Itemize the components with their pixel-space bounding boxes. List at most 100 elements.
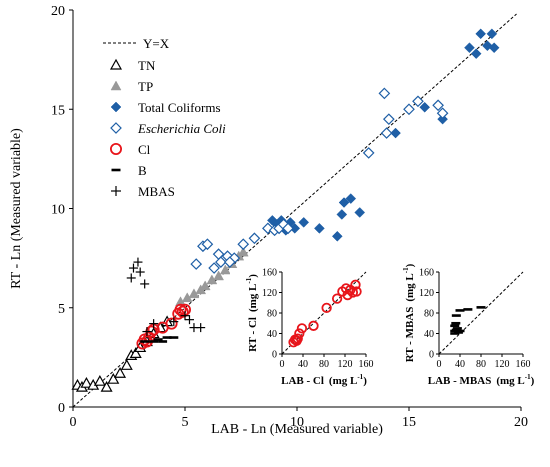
- series-escherichia-coli: [190, 87, 449, 274]
- data-point: [190, 258, 203, 270]
- main-chart-legend: Y=X TN TP Total Coliforms Escherichia Coli Cl…: [103, 36, 226, 199]
- inset-y-tick-label: 160: [262, 268, 277, 279]
- data-point: [201, 238, 214, 251]
- data-point: [488, 42, 500, 54]
- inset-y-tick-label: 120: [419, 288, 434, 299]
- inset-data-point: [294, 328, 305, 339]
- inset-y-tick-label: 40: [267, 329, 277, 340]
- inset-series-mbas: [450, 306, 486, 335]
- inset-x-tick-label: 160: [516, 359, 531, 370]
- data-point: [345, 193, 357, 204]
- data-point: [219, 264, 231, 275]
- data-point: [237, 238, 250, 251]
- data-point: [120, 359, 133, 370]
- legend-marker: [111, 186, 121, 196]
- inset-x-tick-label: 120: [495, 359, 510, 370]
- data-point: [174, 303, 187, 316]
- data-point: [470, 48, 482, 60]
- inset-data-point: [350, 279, 361, 290]
- identity-reference-line: [72, 13, 517, 408]
- series-cl: [136, 303, 191, 350]
- data-point: [298, 217, 310, 228]
- inset-data-point: [321, 302, 332, 314]
- series-tp: [175, 246, 249, 307]
- inset-data-point: [308, 320, 319, 331]
- inset-y-tick-label: 40: [424, 329, 434, 340]
- data-point: [436, 107, 449, 120]
- data-point: [213, 270, 225, 281]
- x-axis-title: LAB - Ln (Measured variable): [211, 422, 383, 437]
- data-point: [212, 248, 225, 261]
- inset-y-axis-unit: (mg L: [404, 273, 416, 301]
- data-point: [314, 222, 325, 234]
- data-point: [237, 246, 249, 257]
- data-point: [133, 257, 143, 267]
- inset-data-point: [345, 284, 356, 296]
- data-point: [126, 273, 136, 283]
- inset-x-axis-label: LAB - MBAS: [428, 375, 492, 387]
- y-tick-label: 0: [58, 401, 65, 416]
- data-point: [199, 280, 211, 291]
- y-tick-label: 20: [51, 4, 65, 19]
- inset-x-tick-label: 40: [455, 359, 465, 370]
- legend-marker: [110, 142, 123, 155]
- data-point: [184, 315, 194, 325]
- data-point: [464, 42, 475, 54]
- data-point: [100, 380, 113, 392]
- data-point: [135, 267, 145, 277]
- data-point: [93, 374, 106, 386]
- legend-marker: [110, 101, 122, 113]
- legend-label: Escherichia Coli: [137, 121, 226, 136]
- inset-x-axis-label: LAB - Cl: [281, 375, 324, 387]
- data-point: [362, 147, 375, 159]
- data-point: [180, 311, 190, 321]
- data-point: [114, 367, 127, 378]
- inset-data-point: [331, 293, 343, 304]
- y-tick-label: 5: [58, 302, 65, 317]
- legend-label: B: [138, 163, 147, 178]
- data-point: [107, 372, 120, 384]
- legend-marker: [110, 122, 122, 134]
- inset-x-tick-label: 40: [298, 359, 308, 370]
- inset-x-tick-label: 160: [359, 359, 374, 370]
- legend-marker: [110, 80, 122, 91]
- data-point: [223, 256, 236, 268]
- legend-label: TN: [138, 58, 156, 73]
- inset-x-tick-label: 120: [338, 359, 353, 370]
- inset-data-point: [292, 333, 303, 344]
- data-point: [208, 262, 220, 274]
- inset-y-axis-label: RT - Cl: [247, 317, 259, 352]
- inset-x-axis-title: LAB - MBAS (mg L-1): [428, 373, 535, 387]
- data-point: [282, 222, 294, 235]
- data-point: [390, 127, 401, 139]
- data-point: [140, 279, 150, 289]
- legend-label: Total Coliforms: [138, 100, 221, 115]
- data-point: [149, 319, 159, 329]
- inset-y-axis-unit-sup: -1: [245, 277, 253, 283]
- x-tick-label: 5: [182, 415, 189, 430]
- inset-data-point: [342, 289, 353, 301]
- legend-label: MBAS: [138, 184, 175, 199]
- data-point: [80, 376, 93, 388]
- inset-data-point: [296, 323, 308, 334]
- inset-x-tick-label: 0: [437, 359, 442, 370]
- series-mbas: [126, 257, 206, 337]
- inset-x-tick-label: 80: [319, 359, 329, 370]
- inset-y-tick-label: 160: [419, 268, 434, 279]
- data-point: [128, 263, 138, 273]
- x-tick-label: 15: [402, 415, 416, 430]
- x-tick-label: 20: [514, 415, 528, 430]
- inset-x-tick-label: 80: [476, 359, 486, 370]
- data-point: [378, 87, 391, 100]
- inset-y-tick-label: 80: [424, 309, 434, 320]
- inset-x-tick-label: 0: [280, 359, 285, 370]
- data-point: [176, 305, 189, 318]
- inset-series-cl: [288, 279, 362, 348]
- inset-x-axis-unit: (mg L: [329, 375, 357, 387]
- data-point: [165, 317, 178, 330]
- data-point: [248, 232, 261, 245]
- series-tn: [71, 315, 174, 392]
